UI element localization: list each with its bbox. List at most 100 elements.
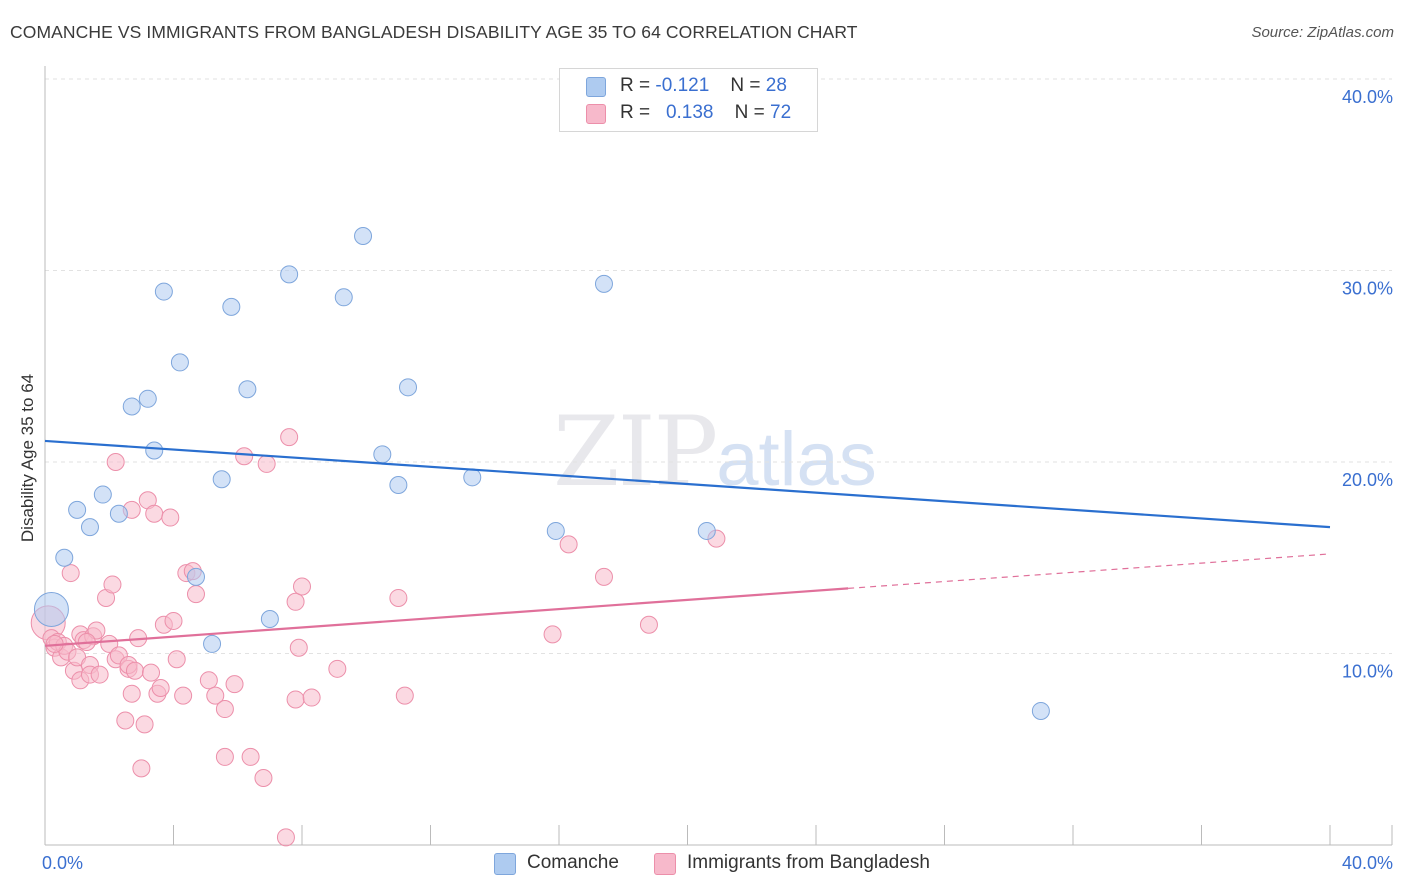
bangladesh-trendline bbox=[44, 587, 849, 647]
bangladesh-point bbox=[174, 686, 193, 705]
legend-n-label: N = bbox=[730, 75, 761, 96]
bangladesh-point bbox=[215, 700, 234, 719]
comanche-point bbox=[203, 634, 222, 653]
y-tick-label: 40.0% bbox=[1342, 87, 1393, 107]
bangladesh-point bbox=[235, 447, 254, 466]
bangladesh-point bbox=[199, 671, 218, 690]
bottom-legend-label: Comanche bbox=[527, 852, 619, 873]
bangladesh-point bbox=[125, 661, 144, 680]
y-axis-label: Disability Age 35 to 64 bbox=[18, 374, 37, 542]
comanche-point bbox=[55, 548, 74, 567]
bottom-legend-swatch-blue bbox=[494, 853, 516, 875]
chart-title: COMANCHE VS IMMIGRANTS FROM BANGLADESH D… bbox=[10, 22, 858, 42]
legend-r-value: -0.121 bbox=[655, 75, 710, 96]
comanche-point bbox=[389, 475, 408, 494]
comanche-point bbox=[170, 353, 189, 372]
bangladesh-point bbox=[289, 638, 308, 657]
bangladesh-point bbox=[167, 650, 186, 669]
comanche-point bbox=[186, 567, 205, 586]
legend-n-value: 72 bbox=[770, 102, 792, 123]
comanche-point bbox=[399, 378, 418, 397]
bottom-legend-label: Immigrants from Bangladesh bbox=[687, 852, 930, 873]
comanche-point bbox=[238, 380, 257, 399]
comanche-point bbox=[222, 297, 241, 316]
legend-r-value: 0.138 bbox=[665, 102, 714, 123]
comanche-trendline bbox=[44, 439, 1331, 529]
comanche-point bbox=[122, 397, 141, 416]
legend-r-label: R = bbox=[620, 75, 651, 96]
bangladesh-point bbox=[61, 564, 80, 583]
legend-n-label: N = bbox=[734, 102, 765, 123]
bangladesh-point bbox=[161, 508, 180, 527]
watermark-zip: ZIP bbox=[553, 396, 718, 508]
comanche-point bbox=[145, 441, 164, 460]
comanche-point bbox=[154, 282, 173, 301]
bangladesh-point bbox=[543, 625, 562, 644]
comanche-point bbox=[260, 610, 279, 629]
bangladesh-point bbox=[135, 715, 154, 734]
comanche-point bbox=[594, 274, 613, 293]
bangladesh-point bbox=[122, 684, 141, 703]
bangladesh-point bbox=[215, 747, 234, 766]
bangladesh-point bbox=[186, 585, 205, 604]
bangladesh-point bbox=[225, 675, 244, 694]
bangladesh-trendline-extension bbox=[848, 553, 1331, 589]
bangladesh-point bbox=[395, 686, 414, 705]
comanche-point bbox=[80, 518, 99, 537]
legend-r-label: R = bbox=[620, 102, 651, 123]
bangladesh-point bbox=[276, 828, 295, 847]
bangladesh-point bbox=[280, 428, 299, 447]
bottom-legend-swatch-pink bbox=[654, 853, 676, 875]
bangladesh-point bbox=[328, 659, 347, 678]
watermark: ZIPatlas bbox=[553, 396, 877, 508]
comanche-point bbox=[68, 500, 87, 519]
bangladesh-point bbox=[286, 592, 305, 611]
bangladesh-point bbox=[145, 504, 164, 523]
comanche-point bbox=[109, 504, 128, 523]
legend-n-value: 28 bbox=[765, 75, 787, 96]
bangladesh-point bbox=[254, 768, 273, 787]
comanche-point bbox=[93, 485, 112, 504]
bangladesh-point bbox=[257, 454, 276, 473]
bangladesh-point bbox=[639, 615, 658, 634]
legend-swatch-pink bbox=[586, 104, 606, 124]
bangladesh-point bbox=[106, 453, 125, 471]
bangladesh-point bbox=[286, 690, 305, 709]
comanche-point bbox=[1031, 701, 1050, 720]
bangladesh-point bbox=[206, 686, 225, 705]
y-tick-label: 30.0% bbox=[1342, 279, 1393, 299]
bangladesh-point bbox=[87, 621, 106, 640]
x-tick-label: 0.0% bbox=[42, 853, 83, 873]
comanche-point bbox=[373, 445, 392, 464]
y-tick-label: 20.0% bbox=[1342, 470, 1393, 490]
source-label: Source: ZipAtlas.com bbox=[1251, 24, 1394, 41]
bangladesh-point bbox=[594, 567, 613, 586]
legend: R = -0.121 N = 28 R = 0.138 N = 72 bbox=[559, 68, 818, 132]
comanche-point bbox=[463, 468, 482, 487]
comanche-point bbox=[354, 227, 373, 246]
comanche-point bbox=[697, 521, 716, 540]
bangladesh-point bbox=[100, 634, 119, 653]
bangladesh-point bbox=[151, 678, 170, 697]
comanche-point bbox=[33, 591, 69, 627]
comanche-point bbox=[334, 288, 353, 307]
y-tick-label: 10.0% bbox=[1342, 662, 1393, 682]
bangladesh-point bbox=[116, 711, 135, 730]
x-tick-label: 40.0% bbox=[1342, 853, 1393, 873]
bangladesh-point bbox=[90, 665, 109, 684]
bangladesh-point bbox=[132, 759, 151, 778]
legend-swatch-blue bbox=[586, 77, 606, 97]
bangladesh-point bbox=[241, 747, 260, 766]
comanche-point bbox=[138, 389, 157, 408]
bangladesh-point bbox=[142, 663, 161, 682]
comanche-point bbox=[280, 265, 299, 284]
bangladesh-point bbox=[103, 575, 122, 594]
bangladesh-point bbox=[293, 577, 311, 596]
bangladesh-point bbox=[389, 588, 408, 607]
comanche-point bbox=[212, 470, 231, 489]
bangladesh-point bbox=[302, 688, 321, 707]
bangladesh-point bbox=[559, 535, 578, 554]
bangladesh-point bbox=[164, 611, 183, 630]
comanche-point bbox=[546, 521, 565, 540]
